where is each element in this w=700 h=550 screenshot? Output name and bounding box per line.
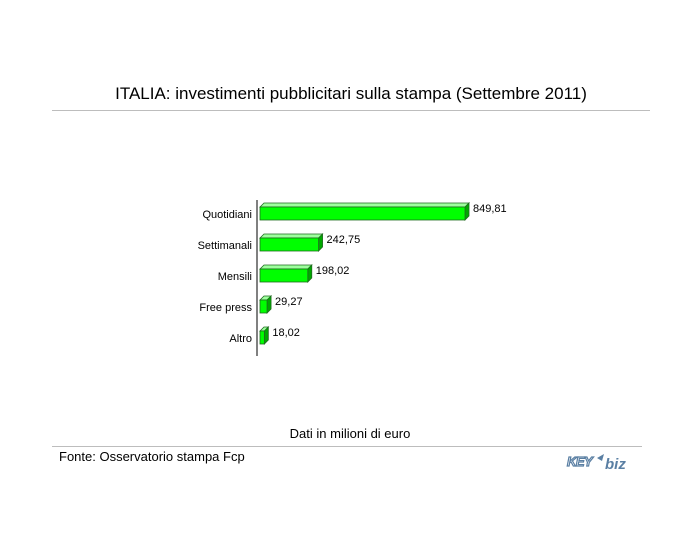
- category-label-altro: Altro: [229, 333, 252, 345]
- logo-text-biz: biz: [605, 456, 626, 473]
- category-label-settimanali: Settimanali: [198, 240, 252, 252]
- footer-divider: [52, 446, 642, 447]
- units-note: Dati in milioni di euro: [289, 426, 411, 441]
- bar-quotidiani: [259, 206, 466, 221]
- bars-layer: Quotidiani 849,81 Settimanali 242,75 Mensili…: [198, 202, 507, 345]
- bar-top-quotidiani: [259, 202, 470, 208]
- chart-title: ITALIA: investimenti pubblicitari sulla …: [115, 84, 587, 103]
- keybiz-logo: KEY biz: [566, 453, 626, 473]
- data-label-altro: 18,02: [272, 327, 300, 339]
- bar-top-mensili: [259, 264, 313, 270]
- title-divider: [52, 110, 650, 111]
- category-label-mensili: Mensili: [218, 271, 252, 283]
- logo-swoosh-icon: [597, 454, 604, 461]
- category-label-quotidiani: Quotidiani: [202, 209, 252, 221]
- bar-settimanali: [259, 237, 319, 252]
- category-label-free-press: Free press: [199, 302, 252, 314]
- data-label-mensili: 198,02: [316, 265, 350, 277]
- source-note: Fonte: Osservatorio stampa Fcp: [59, 449, 245, 464]
- bar-free-press: [259, 299, 268, 314]
- data-label-quotidiani: 849,81: [473, 203, 507, 215]
- bar-mensili: [259, 268, 309, 283]
- data-label-free-press: 29,27: [275, 296, 303, 308]
- data-label-settimanali: 242,75: [327, 234, 361, 246]
- bar-top-settimanali: [259, 233, 324, 239]
- bar-altro: [259, 330, 265, 345]
- logo-text-key: KEY: [567, 454, 594, 469]
